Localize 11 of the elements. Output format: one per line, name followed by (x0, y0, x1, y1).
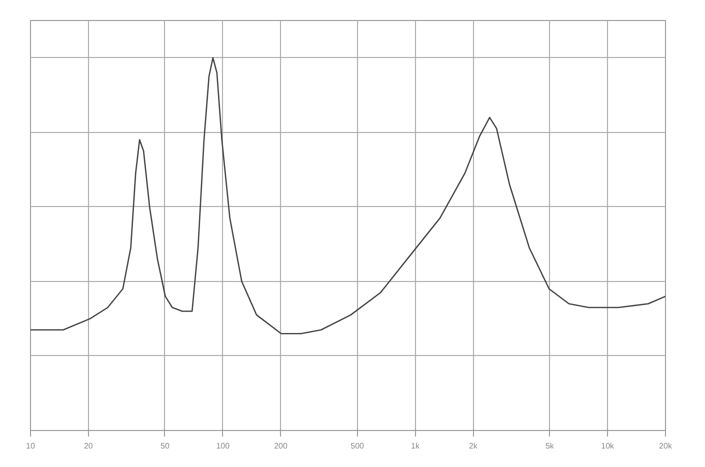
x-tick-label: 200 (274, 442, 288, 450)
x-tick-label: 10k (601, 442, 616, 450)
x-tick-label: 20 (84, 442, 94, 450)
x-tick-label: 1k (411, 442, 420, 450)
x-tick-label: 10 (26, 442, 36, 450)
x-tick-label: 50 (160, 442, 170, 450)
x-tick-label: 100 (216, 442, 230, 450)
x-tick-label: 5k (545, 442, 555, 450)
x-tick-label: 2k (468, 442, 478, 450)
x-tick-label: 20k (659, 442, 673, 450)
x-tick-label: 500 (350, 442, 365, 450)
